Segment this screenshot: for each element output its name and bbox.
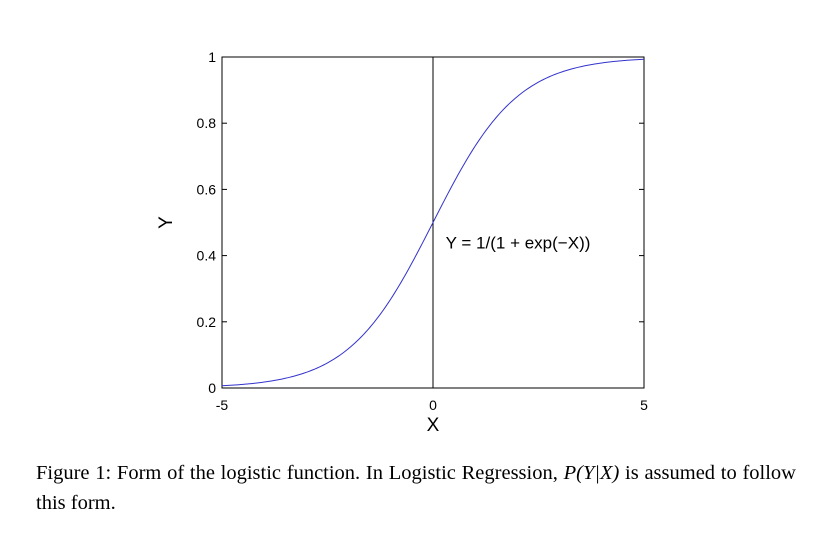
y-tick-label: 0.6 [197,181,217,197]
y-axis-label: Y [156,216,177,229]
logistic-curve [221,58,645,387]
y-tick-label: 0 [208,380,216,396]
function-annotation: Y = 1/(1 + exp(−X)) [446,233,591,252]
x-tick-label: 0 [429,397,437,413]
tick-labels: 00.20.40.60.81-5 0 5 [197,49,649,413]
figure-caption: Figure 1: Form of the logistic function.… [36,458,796,518]
caption-math: P(Y|X) [563,462,620,484]
logistic-chart: 00.20.40.60.81-5 0 5 Y = 1/(1 + exp(−X)) X… [156,49,649,436]
y-tick-label: 0.2 [197,314,217,330]
caption-prefix: Figure 1: Form of the logistic function.… [36,462,564,484]
y-tick-label: 0.8 [197,115,217,131]
y-tick-label: 0.4 [197,248,217,264]
x-tick-label: -5 [216,397,229,413]
x-tick-label: 5 [640,397,648,413]
x-axis-label: X [427,415,440,436]
y-tick-label: 1 [208,49,216,65]
caption-suffix: is assumed to follow this form. [36,462,796,514]
